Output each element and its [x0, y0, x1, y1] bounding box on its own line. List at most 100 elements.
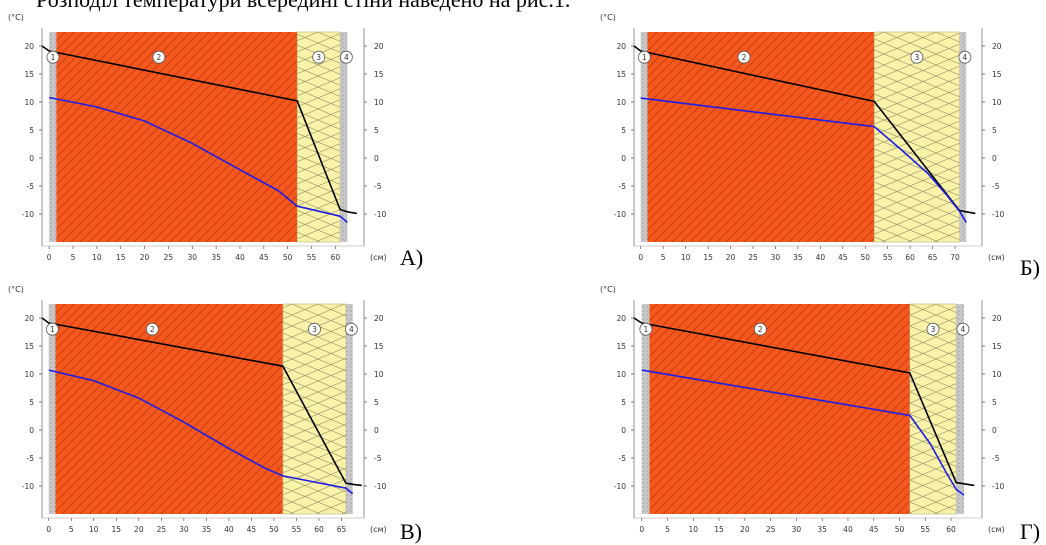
- x-tick-label: 30: [179, 525, 189, 534]
- panel-label-a: А): [400, 245, 424, 270]
- y-tick-label-left: 0: [29, 154, 34, 163]
- layer-brick: [649, 304, 910, 514]
- layer-plaster: [48, 304, 56, 514]
- layer-marker-label: 1: [51, 53, 56, 62]
- y-tick-label-left: 15: [616, 342, 626, 351]
- temperature-line: [633, 45, 976, 215]
- x-tick-label: 25: [766, 525, 776, 534]
- layer-plaster: [49, 32, 57, 242]
- layer-marker-label: 3: [316, 53, 321, 62]
- y-tick-label-left: 10: [24, 98, 34, 107]
- y-tick-label-left: -10: [22, 482, 34, 491]
- x-tick-label: 30: [792, 525, 802, 534]
- x-axis-label: (см): [370, 525, 387, 534]
- y-tick-label-right: 20: [992, 42, 1002, 51]
- layer-marker: [910, 50, 924, 64]
- x-tick-label: 30: [187, 253, 197, 262]
- x-tick-label: 40: [843, 525, 853, 534]
- y-tick-label-left: 10: [616, 98, 626, 107]
- y-tick-label-right: 15: [374, 342, 384, 351]
- x-tick-label: 15: [112, 525, 122, 534]
- layer-marker: [737, 50, 751, 64]
- x-tick-label: 70: [950, 253, 960, 262]
- y-axis-label: (°C): [600, 13, 616, 22]
- x-tick-label: 40: [816, 253, 826, 262]
- x-tick-label: 15: [714, 525, 724, 534]
- x-tick-label: 20: [134, 525, 144, 534]
- y-tick-label-left: 20: [24, 42, 34, 51]
- y-tick-label-right: 5: [992, 126, 997, 135]
- y-tick-label-left: 20: [616, 314, 626, 323]
- x-tick-label: 0: [47, 253, 52, 262]
- layer-marker: [312, 50, 326, 64]
- x-tick-label: 10: [89, 525, 99, 534]
- layer-marker-label: 3: [914, 53, 919, 62]
- y-tick-label-left: 15: [24, 342, 34, 351]
- x-tick-label: 30: [771, 253, 781, 262]
- layer-marker-label: 2: [742, 53, 747, 62]
- x-tick-label: 50: [269, 525, 279, 534]
- dewpoint-line: [640, 97, 967, 223]
- y-tick-label-right: -10: [992, 210, 1004, 219]
- y-tick-label-left: -10: [614, 210, 626, 219]
- layer-plaster: [641, 304, 650, 514]
- x-tick-label: 15: [116, 253, 126, 262]
- x-tick-label: 45: [869, 525, 879, 534]
- layer-marker-label: 1: [50, 325, 55, 334]
- y-tick-label-right: 15: [374, 70, 384, 79]
- y-tick-label-right: -10: [992, 482, 1004, 491]
- y-axis-label: (°C): [8, 13, 24, 22]
- x-tick-label: 35: [211, 253, 221, 262]
- temperature-line: [41, 317, 362, 487]
- layer-marker: [639, 322, 653, 336]
- x-tick-label: 35: [793, 253, 803, 262]
- layer-marker: [46, 50, 60, 64]
- layer-marker-label: 4: [344, 53, 349, 62]
- layer-plaster: [640, 32, 648, 242]
- x-axis-label: (см): [988, 525, 1005, 534]
- x-tick-label: 50: [283, 253, 293, 262]
- y-tick-label-left: 0: [29, 426, 34, 435]
- x-axis-label: (см): [988, 253, 1005, 262]
- layer-marker-label: 3: [312, 325, 317, 334]
- x-tick-label: 10: [92, 253, 102, 262]
- x-tick-label: 20: [140, 253, 150, 262]
- y-tick-label-left: 0: [621, 154, 626, 163]
- y-tick-label-left: -10: [614, 482, 626, 491]
- y-tick-label-left: 5: [29, 398, 34, 407]
- x-tick-label: 5: [71, 253, 76, 262]
- y-tick-label-left: -5: [27, 182, 35, 191]
- layer-marker: [45, 322, 59, 336]
- y-tick-label-left: 20: [616, 42, 626, 51]
- y-tick-label-left: 5: [621, 126, 626, 135]
- y-axis-label: (°C): [600, 285, 616, 294]
- layer-plaster: [959, 32, 967, 242]
- layer-brick: [55, 304, 283, 514]
- y-tick-label-left: 5: [29, 126, 34, 135]
- y-tick-label-right: -5: [992, 182, 1000, 191]
- x-tick-label: 25: [157, 525, 167, 534]
- x-tick-label: 20: [726, 253, 736, 262]
- y-tick-label-left: 5: [621, 398, 626, 407]
- y-tick-label-right: 20: [992, 314, 1002, 323]
- x-tick-label: 5: [665, 525, 670, 534]
- x-tick-label: 60: [905, 253, 915, 262]
- y-tick-label-right: 5: [374, 126, 379, 135]
- x-tick-label: 25: [164, 253, 174, 262]
- layer-brick: [647, 32, 875, 242]
- temperature-line: [41, 45, 357, 215]
- y-tick-label-left: 20: [24, 314, 34, 323]
- x-tick-label: 45: [247, 525, 257, 534]
- y-tick-label-right: -10: [374, 210, 386, 219]
- y-tick-label-right: 0: [374, 154, 379, 163]
- layer-insulation: [873, 31, 960, 243]
- layer-marker: [308, 322, 321, 336]
- x-tick-label: 0: [639, 525, 644, 534]
- y-tick-label-right: 0: [992, 426, 997, 435]
- x-tick-label: 65: [337, 525, 347, 534]
- x-tick-label: 55: [883, 253, 893, 262]
- y-tick-label-right: -5: [374, 182, 382, 191]
